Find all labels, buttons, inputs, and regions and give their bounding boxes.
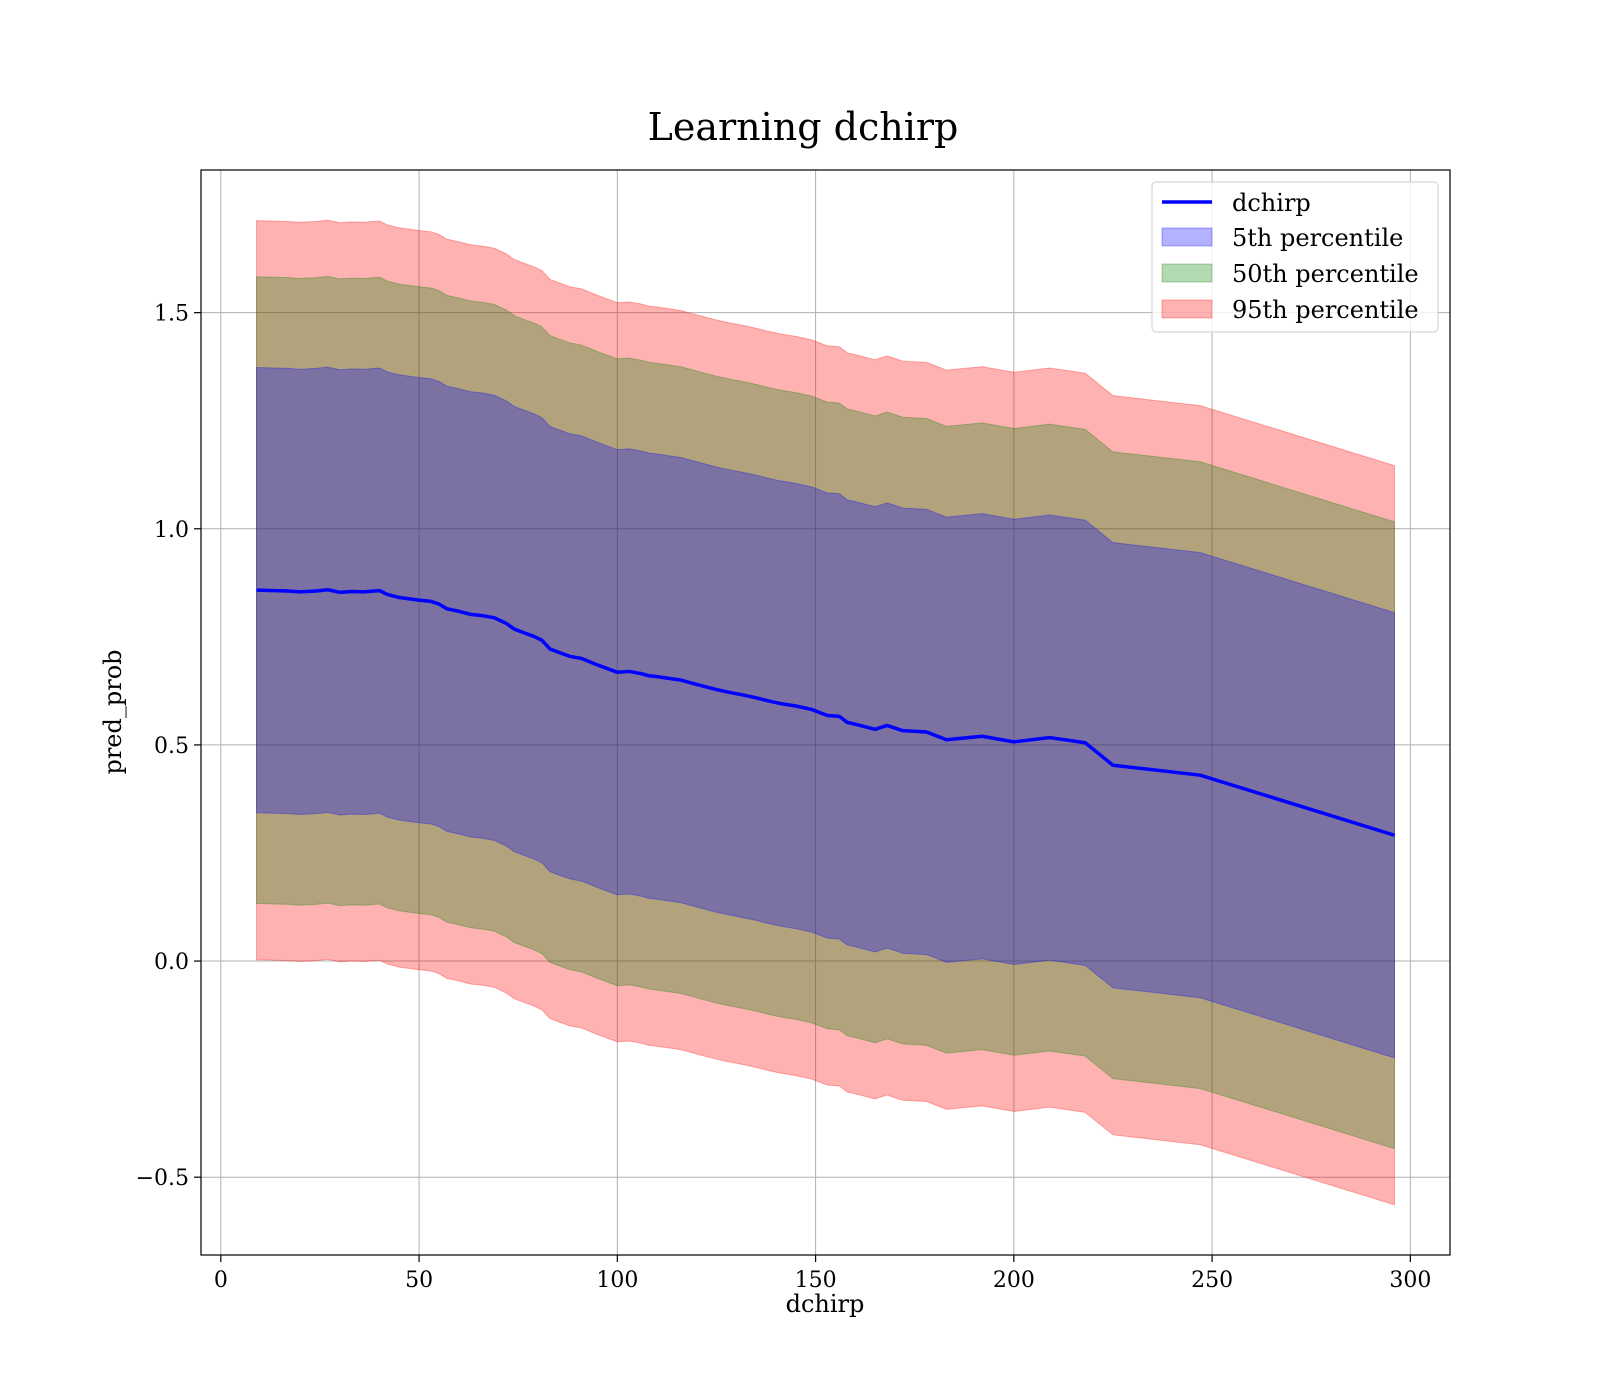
y-tick-label-3: 1.0 <box>154 518 189 543</box>
band-5th <box>256 366 1395 1059</box>
x-axis-ticks: 0 50 100 150 200 250 300 <box>214 1255 1431 1293</box>
legend-swatch-5th <box>1161 227 1213 247</box>
chart-title: Learning dchirp <box>648 105 959 149</box>
grid <box>201 170 1450 1255</box>
legend-label-50th: 50th percentile <box>1232 260 1419 288</box>
x-tick-label-0: 0 <box>214 1268 228 1293</box>
series-lines <box>256 587 1396 837</box>
legend-swatch-50th <box>1161 263 1213 283</box>
x-tick-label-250: 250 <box>1191 1268 1233 1293</box>
x-tick-label-300: 300 <box>1389 1268 1431 1293</box>
plot-frame <box>200 169 1451 1256</box>
legend-label-95th: 95th percentile <box>1232 296 1419 324</box>
legend-label-5th: 5th percentile <box>1232 224 1403 252</box>
x-tick-label-150: 150 <box>795 1268 837 1293</box>
series-line-dchirp <box>256 587 1396 837</box>
band-95th <box>256 219 1395 1206</box>
y-axis-ticks: −0.5 0.0 0.5 1.0 1.5 <box>136 302 201 1191</box>
legend-frame <box>1151 181 1439 333</box>
legend-label-dchirp: dchirp <box>1232 189 1311 217</box>
y-tick-label-4: 1.5 <box>154 302 189 327</box>
legend-swatch-95th <box>1161 299 1213 319</box>
legend: dchirp 5th percentile 50th percentile 95… <box>1151 181 1439 333</box>
y-tick-label-0: −0.5 <box>136 1166 189 1191</box>
percentile-bands <box>256 219 1395 1206</box>
y-axis-label: pred_prob <box>99 649 127 774</box>
x-tick-label-50: 50 <box>405 1268 433 1293</box>
y-tick-label-1: 0.0 <box>154 950 189 975</box>
band-50th <box>256 275 1395 1150</box>
plot-area <box>201 170 1450 1255</box>
x-tick-label-100: 100 <box>596 1268 638 1293</box>
y-tick-label-2: 0.5 <box>154 734 189 759</box>
x-axis-label: dchirp <box>786 1290 865 1318</box>
x-tick-label-200: 200 <box>993 1268 1035 1293</box>
